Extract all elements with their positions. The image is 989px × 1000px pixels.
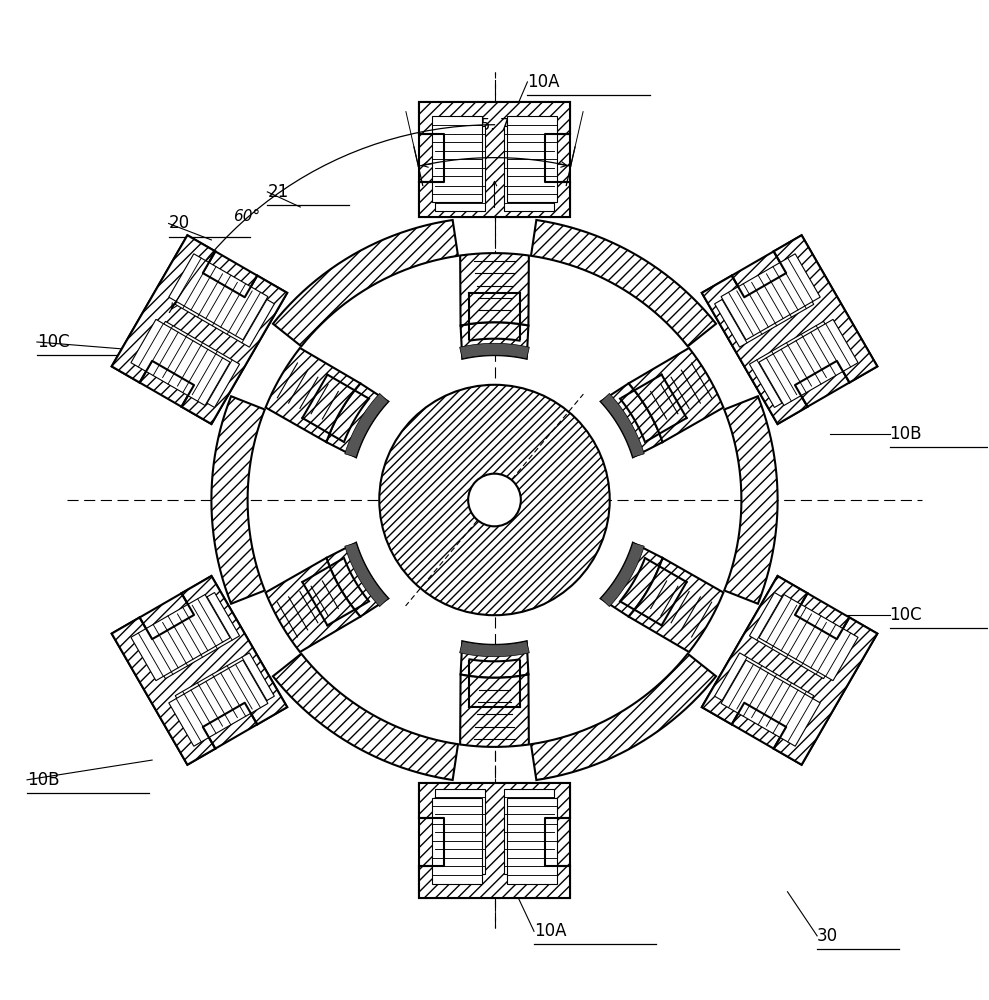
Polygon shape bbox=[212, 396, 265, 604]
Polygon shape bbox=[460, 675, 529, 747]
Polygon shape bbox=[715, 653, 814, 739]
Polygon shape bbox=[750, 321, 849, 407]
Polygon shape bbox=[504, 789, 555, 874]
Polygon shape bbox=[759, 319, 858, 405]
Polygon shape bbox=[418, 783, 571, 898]
Text: 25. 7°: 25. 7° bbox=[472, 118, 517, 133]
Text: 10B: 10B bbox=[889, 425, 922, 443]
Polygon shape bbox=[266, 558, 360, 652]
Polygon shape bbox=[750, 593, 849, 679]
Polygon shape bbox=[724, 396, 777, 604]
Text: 30: 30 bbox=[817, 927, 839, 945]
Circle shape bbox=[379, 385, 610, 615]
Polygon shape bbox=[702, 576, 877, 765]
Polygon shape bbox=[461, 641, 528, 678]
Text: 21: 21 bbox=[267, 183, 289, 201]
Text: 20: 20 bbox=[168, 214, 190, 232]
Polygon shape bbox=[418, 783, 571, 898]
Polygon shape bbox=[434, 126, 485, 211]
Polygon shape bbox=[721, 660, 820, 746]
Polygon shape bbox=[504, 126, 555, 211]
Polygon shape bbox=[431, 798, 482, 884]
Polygon shape bbox=[345, 543, 389, 607]
Polygon shape bbox=[434, 789, 485, 874]
Circle shape bbox=[468, 474, 521, 526]
Polygon shape bbox=[721, 254, 820, 340]
Polygon shape bbox=[112, 576, 287, 765]
Polygon shape bbox=[112, 235, 287, 424]
Polygon shape bbox=[702, 235, 877, 424]
Text: 10C: 10C bbox=[889, 606, 922, 624]
Polygon shape bbox=[131, 319, 230, 405]
Polygon shape bbox=[702, 576, 877, 765]
Polygon shape bbox=[600, 543, 644, 607]
Polygon shape bbox=[461, 322, 528, 359]
Polygon shape bbox=[112, 576, 287, 765]
Polygon shape bbox=[326, 383, 389, 457]
Polygon shape bbox=[112, 235, 287, 424]
Polygon shape bbox=[460, 253, 529, 325]
Polygon shape bbox=[326, 543, 389, 617]
Polygon shape bbox=[131, 595, 230, 681]
Text: 10C: 10C bbox=[37, 333, 69, 351]
Polygon shape bbox=[169, 254, 268, 340]
Polygon shape bbox=[507, 798, 558, 884]
Polygon shape bbox=[140, 593, 239, 679]
Text: 10B: 10B bbox=[27, 771, 59, 789]
Polygon shape bbox=[273, 654, 458, 780]
Polygon shape bbox=[418, 102, 571, 217]
Polygon shape bbox=[169, 660, 268, 746]
Polygon shape bbox=[759, 595, 858, 681]
Polygon shape bbox=[460, 641, 529, 657]
Polygon shape bbox=[531, 654, 716, 780]
Polygon shape bbox=[140, 321, 239, 407]
Polygon shape bbox=[418, 102, 571, 217]
Polygon shape bbox=[629, 558, 723, 652]
Polygon shape bbox=[266, 348, 360, 442]
Polygon shape bbox=[600, 543, 663, 617]
Polygon shape bbox=[460, 343, 529, 359]
Polygon shape bbox=[175, 653, 274, 739]
Polygon shape bbox=[273, 220, 458, 346]
Polygon shape bbox=[629, 348, 723, 442]
Text: 10A: 10A bbox=[534, 922, 567, 940]
Text: 10A: 10A bbox=[527, 73, 560, 91]
Text: 60°: 60° bbox=[233, 209, 260, 224]
Polygon shape bbox=[600, 383, 663, 457]
Polygon shape bbox=[345, 393, 389, 457]
Polygon shape bbox=[702, 235, 877, 424]
Polygon shape bbox=[600, 393, 644, 457]
Polygon shape bbox=[175, 261, 274, 347]
Polygon shape bbox=[431, 116, 482, 202]
Polygon shape bbox=[531, 220, 716, 346]
Polygon shape bbox=[715, 261, 814, 347]
Polygon shape bbox=[507, 116, 558, 202]
